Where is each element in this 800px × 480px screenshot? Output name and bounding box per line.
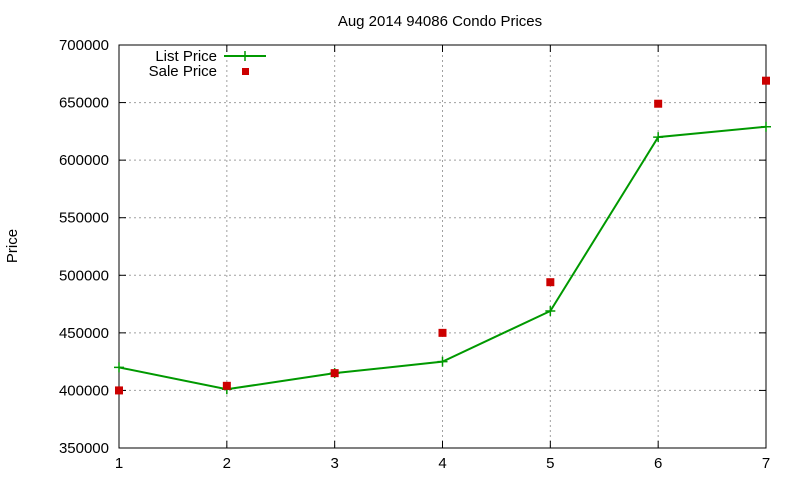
legend-label-sale-price: Sale Price (149, 63, 217, 80)
list-price-point (653, 132, 664, 143)
tick-layer: 350000 400000 450000 500000 550000 600000 6500… (59, 37, 770, 472)
legend-label-list-price: List Price (155, 48, 217, 65)
grid-layer (119, 45, 766, 448)
x-tick-label: 7 (762, 455, 770, 472)
y-tick-label: 550000 (59, 210, 109, 227)
y-tick-label: 600000 (59, 152, 109, 169)
legend: List Price Sale Price (149, 48, 266, 80)
sale-price-point (330, 369, 339, 378)
sale-price-point (762, 76, 770, 85)
x-tick-label: 6 (654, 455, 662, 472)
y-tick-label: 500000 (59, 267, 109, 284)
y-tick-label: 450000 (59, 325, 109, 342)
sale-price-point (222, 381, 231, 390)
legend-marker-sale-price (242, 68, 249, 75)
list-price-point (437, 356, 448, 367)
x-tick-label: 4 (438, 455, 446, 472)
list-price-point (545, 305, 556, 316)
y-tick-label: 700000 (59, 37, 109, 54)
y-tick-label: 400000 (59, 382, 109, 399)
sale-price-point (438, 328, 447, 337)
sale-price-point (115, 386, 123, 395)
y-tick-label: 350000 (59, 440, 109, 457)
x-tick-label: 1 (115, 455, 123, 472)
series-layer (114, 76, 771, 395)
sale-price-point (654, 99, 663, 108)
sale-price-point (546, 278, 555, 287)
chart-title: Aug 2014 94086 Condo Prices (338, 13, 542, 30)
x-tick-label: 3 (330, 455, 338, 472)
x-tick-label: 5 (546, 455, 554, 472)
list-price-point (114, 362, 124, 373)
y-axis-label: Price (4, 229, 21, 263)
y-tick-label: 650000 (59, 95, 109, 112)
legend-marker-list-price (240, 51, 250, 61)
x-tick-label: 2 (223, 455, 231, 472)
list-price-point (761, 121, 771, 132)
